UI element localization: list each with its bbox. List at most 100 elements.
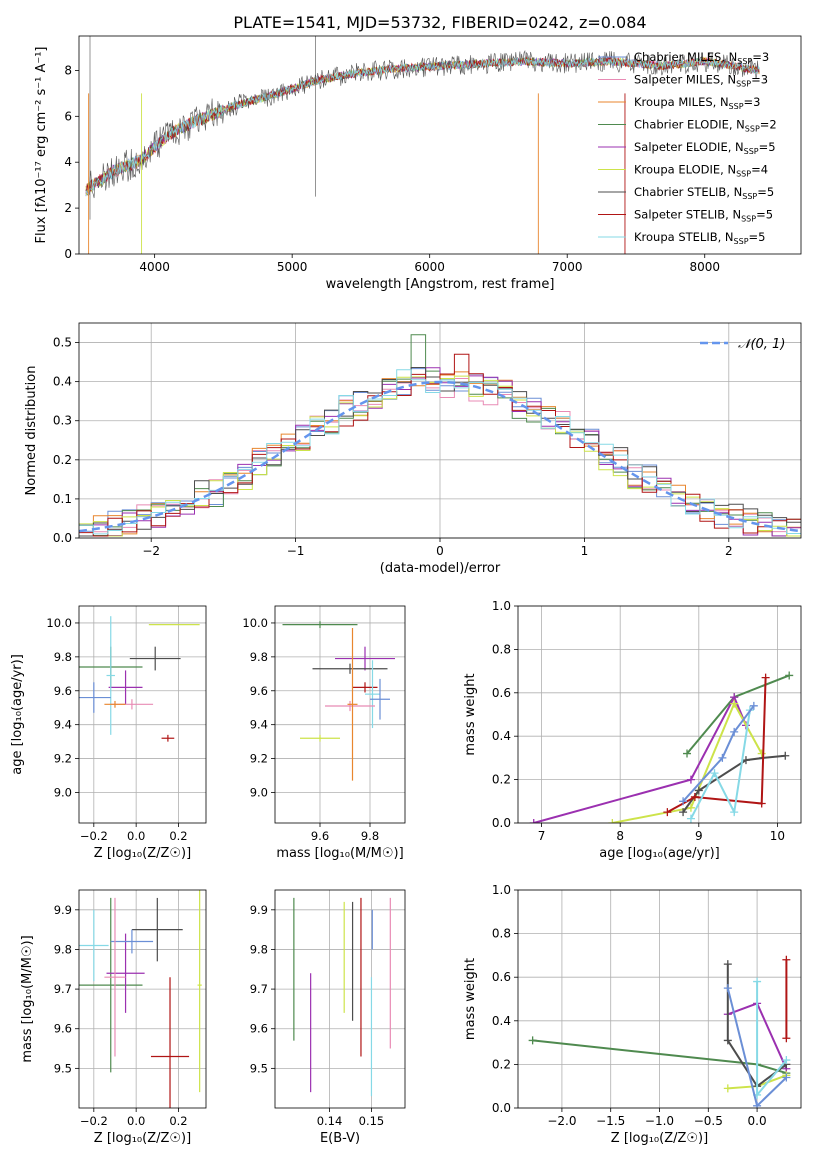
y-tick-label: 0.0 bbox=[492, 1101, 511, 1115]
axes-frame bbox=[78, 322, 802, 539]
x-tick-label: 1 bbox=[581, 544, 589, 558]
plot-area bbox=[79, 334, 801, 537]
y-tick-label: 0.2 bbox=[492, 773, 511, 787]
x-axis-label: (data-model)/error bbox=[380, 561, 501, 576]
age-vs-metallicity-panel: −0.2 0.0 0.2 9.0 9.2 9.4 9.6 9.8 10.0 Z [log₁₀(Z/… bbox=[10, 605, 207, 861]
x-tick-label: 0.15 bbox=[359, 1114, 385, 1128]
x-tick-label: 6000 bbox=[414, 260, 445, 274]
y-tick-label: 2 bbox=[64, 201, 72, 215]
x-tick-label: 2 bbox=[725, 544, 733, 558]
legend-entry: Kroupa MILES, NSSP=3 bbox=[634, 95, 760, 111]
plot-area bbox=[282, 621, 395, 781]
weight-marker bbox=[723, 1084, 732, 1093]
y-tick-label: 0.5 bbox=[53, 336, 72, 350]
y-tick-label: 0.6 bbox=[492, 970, 511, 984]
weight-marker bbox=[663, 808, 672, 817]
x-tick-label: 0.2 bbox=[169, 829, 187, 843]
x-tick-label: 9.8 bbox=[361, 829, 379, 843]
legend-entry: Salpeter ELODIE, NSSP=5 bbox=[634, 140, 776, 156]
y-tick-label: 0.6 bbox=[492, 686, 511, 700]
weight-marker bbox=[730, 727, 739, 736]
x-tick-label: −2 bbox=[142, 544, 160, 558]
x-tick-label: 5000 bbox=[277, 260, 308, 274]
y-tick-label: 8 bbox=[64, 63, 72, 77]
x-axis-label: Z [log₁₀(Z/Z☉)] bbox=[611, 1131, 708, 1146]
y-axis-label: mass weight bbox=[463, 673, 478, 755]
plot-area bbox=[528, 955, 791, 1108]
plot-area bbox=[79, 616, 200, 742]
axes-frame bbox=[78, 605, 207, 824]
legend-entry: Kroupa STELIB, NSSP=5 bbox=[634, 230, 765, 246]
x-tick-label: 0.0 bbox=[748, 1114, 767, 1128]
mass-weight-vs-age-panel: 7 8 9 10 0.0 0.2 0.4 0.6 0.8 1.0 age [log₁₀(age/yr… bbox=[463, 599, 802, 861]
y-tick-label: 9.7 bbox=[54, 982, 72, 996]
legend-entry: Salpeter STELIB, NSSP=5 bbox=[634, 208, 773, 224]
weight-marker bbox=[741, 756, 750, 765]
y-tick-label: 9.2 bbox=[54, 752, 72, 766]
y-axis-label: mass [log₁₀(M/M☉)] bbox=[20, 935, 35, 1062]
plot-area bbox=[293, 897, 391, 1097]
weight-marker bbox=[529, 819, 538, 823]
legend-entry: Salpeter MILES, NSSP=3 bbox=[634, 73, 768, 89]
weight-marker bbox=[686, 775, 695, 784]
y-tick-label: 0.2 bbox=[53, 453, 72, 467]
y-tick-label: 10.0 bbox=[46, 616, 72, 630]
x-tick-label: −0.2 bbox=[80, 1114, 108, 1128]
mass-weight-vs-metallicity-panel: −2.0 −1.5 −1.0 −0.5 0.0 0.0 0.2 0.4 0.6 0.8 1.0 Z [… bbox=[463, 883, 802, 1146]
age-vs-mass-panel: 9.6 9.8 9.0 9.2 9.4 9.6 9.8 10.0 mass [log₁₀(M/M… bbox=[242, 605, 406, 861]
y-tick-label: 0.3 bbox=[53, 414, 72, 428]
x-tick-label: 7 bbox=[538, 829, 546, 843]
residual-histogram-panel: −2 −1 0 1 2 0.0 0.1 0.2 0.3 0.4 0.5 (data-model)/er… bbox=[24, 322, 802, 576]
y-axis-label: mass weight bbox=[463, 958, 478, 1040]
legend-entry: Chabrier ELODIE, NSSP=2 bbox=[634, 118, 777, 134]
x-tick-label: 9 bbox=[695, 829, 703, 843]
weight-marker bbox=[679, 797, 688, 806]
x-tick-label: 10 bbox=[770, 829, 785, 843]
x-tick-label: 7000 bbox=[552, 260, 583, 274]
x-axis-label: mass [log₁₀(M/M☉)] bbox=[276, 846, 403, 861]
spectrum-line bbox=[85, 50, 760, 199]
x-tick-label: 4000 bbox=[139, 260, 170, 274]
weight-marker bbox=[686, 814, 695, 823]
spectrum-panel: 4000 5000 6000 7000 8000 0 2 4 6 8 wavelength [Ang… bbox=[34, 35, 802, 292]
weight-marker bbox=[528, 1036, 537, 1045]
y-tick-label: 9.7 bbox=[250, 982, 268, 996]
x-tick-label: 8 bbox=[616, 829, 624, 843]
legend-entry: Chabrier STELIB, NSSP=5 bbox=[634, 185, 774, 201]
x-axis-label: Z [log₁₀(Z/Z☉)] bbox=[94, 846, 191, 861]
y-tick-label: 9.6 bbox=[250, 684, 268, 698]
x-tick-label: 0 bbox=[436, 544, 444, 558]
plot-area bbox=[79, 890, 202, 1108]
y-tick-label: 0.4 bbox=[492, 729, 511, 743]
legend-entry: Kroupa ELODIE, NSSP=4 bbox=[634, 163, 768, 179]
y-tick-label: 9.0 bbox=[54, 785, 72, 799]
y-tick-label: 0.8 bbox=[492, 927, 511, 941]
x-tick-label: 0.14 bbox=[317, 1114, 343, 1128]
x-axis-label: E(B-V) bbox=[320, 1131, 360, 1146]
y-axis-label: Flux [fλ10⁻¹⁷ erg cm⁻² s⁻¹ A⁻¹] bbox=[34, 47, 49, 244]
y-tick-label: 9.0 bbox=[250, 785, 268, 799]
weight-marker bbox=[679, 808, 688, 817]
y-axis-label: Normed distribution bbox=[24, 366, 39, 496]
weight-line bbox=[682, 705, 755, 802]
weight-line bbox=[533, 694, 747, 823]
x-tick-label: 0.2 bbox=[169, 1114, 187, 1128]
weight-marker bbox=[730, 808, 739, 817]
weight-marker bbox=[723, 984, 732, 993]
weight-marker bbox=[608, 819, 617, 823]
weight-marker bbox=[710, 769, 719, 778]
weight-marker bbox=[723, 960, 732, 969]
x-axis-label: age [log₁₀(age/yr)] bbox=[599, 846, 720, 861]
y-tick-label: 9.5 bbox=[54, 1061, 72, 1075]
y-tick-label: 6 bbox=[64, 109, 72, 123]
weight-marker bbox=[753, 977, 762, 986]
x-tick-label: −0.5 bbox=[694, 1114, 723, 1128]
weight-marker bbox=[761, 673, 770, 682]
y-tick-label: 0.0 bbox=[492, 816, 511, 830]
weight-line bbox=[726, 964, 787, 1088]
axes-frame bbox=[517, 889, 802, 1109]
weight-marker bbox=[694, 786, 703, 795]
y-tick-label: 9.6 bbox=[54, 1022, 72, 1036]
weight-marker bbox=[782, 1073, 791, 1082]
